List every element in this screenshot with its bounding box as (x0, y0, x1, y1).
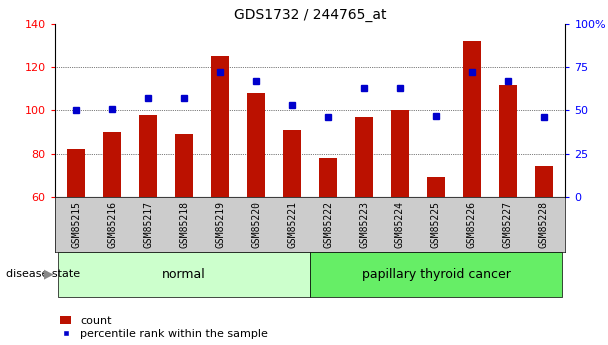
Bar (175, 134, 193, 197)
Text: GSM85226: GSM85226 (467, 201, 477, 248)
Text: GSM85225: GSM85225 (431, 201, 441, 248)
Text: normal: normal (162, 268, 206, 281)
Bar (58, 252, 310, 297)
Bar (211, 57, 229, 197)
Bar (247, 93, 265, 197)
Text: GSM85217: GSM85217 (143, 201, 153, 248)
Text: papillary thyroid cancer: papillary thyroid cancer (362, 268, 510, 281)
Bar (283, 130, 301, 197)
Legend: count, percentile rank within the sample: count, percentile rank within the sample (60, 316, 268, 339)
Bar (310, 252, 562, 297)
Bar (355, 117, 373, 197)
Text: ▶: ▶ (44, 268, 54, 281)
Bar (67, 149, 85, 197)
Bar (319, 158, 337, 197)
Text: GSM85215: GSM85215 (71, 201, 81, 248)
Bar (463, 41, 481, 197)
Text: GSM85221: GSM85221 (287, 201, 297, 248)
Text: GSM85218: GSM85218 (179, 201, 189, 248)
Text: GSM85220: GSM85220 (251, 201, 261, 248)
Bar (499, 85, 517, 197)
Bar (427, 177, 445, 197)
Bar (391, 110, 409, 197)
Text: GSM85219: GSM85219 (215, 201, 225, 248)
Bar (535, 167, 553, 197)
Title: GDS1732 / 244765_at: GDS1732 / 244765_at (234, 8, 386, 22)
Bar (103, 132, 121, 197)
Text: GSM85216: GSM85216 (107, 201, 117, 248)
Text: disease state: disease state (6, 269, 80, 279)
Text: GSM85227: GSM85227 (503, 201, 513, 248)
Text: GSM85228: GSM85228 (539, 201, 549, 248)
Bar (139, 115, 157, 197)
Text: GSM85223: GSM85223 (359, 201, 369, 248)
Text: GSM85224: GSM85224 (395, 201, 405, 248)
Text: GSM85222: GSM85222 (323, 201, 333, 248)
